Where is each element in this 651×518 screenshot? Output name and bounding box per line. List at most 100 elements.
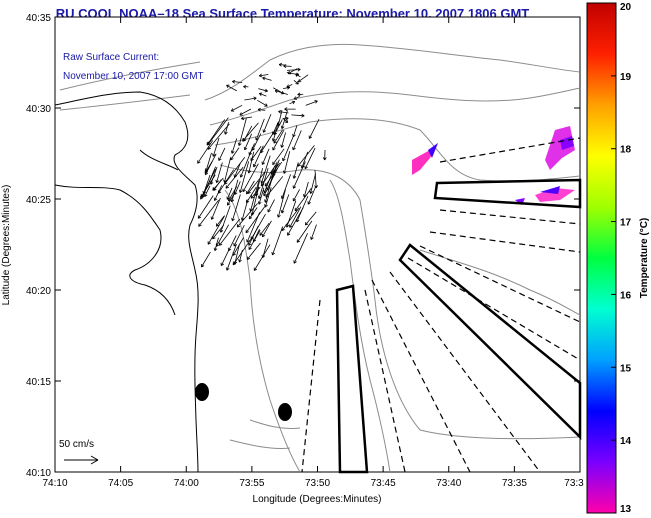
current-vector xyxy=(226,187,233,200)
current-vector-head xyxy=(239,112,243,116)
current-vector xyxy=(245,206,266,233)
current-vector-head xyxy=(240,217,245,221)
current-vector-head xyxy=(204,193,208,197)
current-vector-head xyxy=(297,67,301,72)
current-vector xyxy=(260,129,276,153)
current-vector xyxy=(259,223,270,236)
current-vector xyxy=(244,133,252,151)
current-vector-head xyxy=(218,242,223,246)
current-vector xyxy=(231,104,243,112)
current-vector xyxy=(257,109,266,111)
current-vector xyxy=(242,163,259,192)
current-vector xyxy=(289,206,302,228)
radial-lines xyxy=(301,137,581,473)
current-vector xyxy=(239,249,243,263)
current-vector-head xyxy=(264,204,268,208)
x-axis-label: Longitude (Degrees:Minutes) xyxy=(253,494,382,505)
current-vector-head xyxy=(284,119,289,123)
current-vector xyxy=(293,161,306,189)
current-vector-head xyxy=(307,201,311,205)
current-vector xyxy=(243,125,253,142)
current-vector xyxy=(258,187,265,205)
current-vector-head xyxy=(262,129,267,133)
current-vector-head xyxy=(260,180,264,184)
current-vector-head xyxy=(207,241,211,245)
current-vector xyxy=(226,84,238,92)
current-vector-head xyxy=(246,256,251,260)
current-vector xyxy=(205,152,212,172)
current-vector xyxy=(197,140,214,164)
current-vector-head xyxy=(271,251,275,256)
current-vector xyxy=(239,161,250,193)
current-vector xyxy=(305,211,317,226)
current-vector xyxy=(246,242,261,260)
current-vector-head xyxy=(232,261,237,266)
current-vector xyxy=(286,69,301,71)
coastline xyxy=(54,91,199,473)
current-vector-head xyxy=(226,84,230,89)
current-vector xyxy=(197,195,214,219)
current-vector xyxy=(261,148,270,165)
current-vector xyxy=(272,123,279,142)
current-vector-head xyxy=(296,239,301,243)
current-vector-head xyxy=(264,103,268,107)
y-tick-label: 40:20 xyxy=(26,286,51,297)
current-vector-head xyxy=(289,224,293,228)
colorbar-tick-label: 18 xyxy=(620,145,632,156)
current-vector xyxy=(213,179,222,191)
current-vector-head xyxy=(246,191,250,195)
current-vector-head xyxy=(247,170,252,174)
current-vector-head xyxy=(253,267,258,271)
current-vector xyxy=(250,180,260,212)
current-vector xyxy=(291,114,305,117)
x-tick-label: 74:05 xyxy=(108,478,133,489)
current-vector-head xyxy=(292,185,297,189)
x-tick-label: 73:40 xyxy=(436,478,461,489)
current-vector-head xyxy=(295,81,299,85)
y-axis-label: Latitude (Degrees:Minutes) xyxy=(1,185,12,306)
current-vector-head xyxy=(297,92,301,97)
current-vector xyxy=(281,194,290,214)
current-vector xyxy=(267,199,275,213)
current-vector xyxy=(279,64,286,66)
current-vector-head xyxy=(206,142,210,146)
current-vector xyxy=(238,118,247,146)
current-vector xyxy=(310,173,316,194)
current-vector-head xyxy=(245,229,249,234)
current-vector-head xyxy=(219,229,224,233)
current-vector xyxy=(264,187,272,208)
current-vector xyxy=(253,244,271,271)
current-vector xyxy=(207,215,226,245)
current-vector xyxy=(262,77,272,81)
current-vector-head xyxy=(308,135,313,139)
current-vector xyxy=(283,151,291,174)
current-vector xyxy=(212,224,225,240)
current-vector xyxy=(206,119,226,146)
current-vector xyxy=(202,166,216,198)
current-vector-head xyxy=(261,161,266,165)
current-vector xyxy=(283,86,290,90)
current-vector-head xyxy=(257,195,262,199)
colorbar-tick-label: 14 xyxy=(620,436,632,447)
current-vector-head xyxy=(314,100,318,104)
current-vector xyxy=(218,147,226,161)
current-vector xyxy=(289,101,295,105)
current-vector-head xyxy=(197,160,201,164)
current-vector xyxy=(251,186,260,216)
current-vector-head xyxy=(215,243,220,247)
current-vector-head xyxy=(274,89,279,94)
current-vector-head xyxy=(250,195,255,199)
colorbar-tick-label: 15 xyxy=(620,363,632,374)
current-vector xyxy=(293,95,300,100)
current-vector-head xyxy=(197,215,202,219)
colorbar-tick-label: 16 xyxy=(620,290,632,301)
current-vector-head xyxy=(297,78,302,83)
current-vector-head xyxy=(224,181,228,185)
current-vector xyxy=(307,186,317,205)
current-vector-head xyxy=(314,185,318,189)
current-vector xyxy=(231,194,241,221)
current-vector-head xyxy=(201,263,205,268)
current-vector-head xyxy=(258,73,263,78)
current-vector xyxy=(293,162,299,179)
current-vector-head xyxy=(310,236,314,240)
